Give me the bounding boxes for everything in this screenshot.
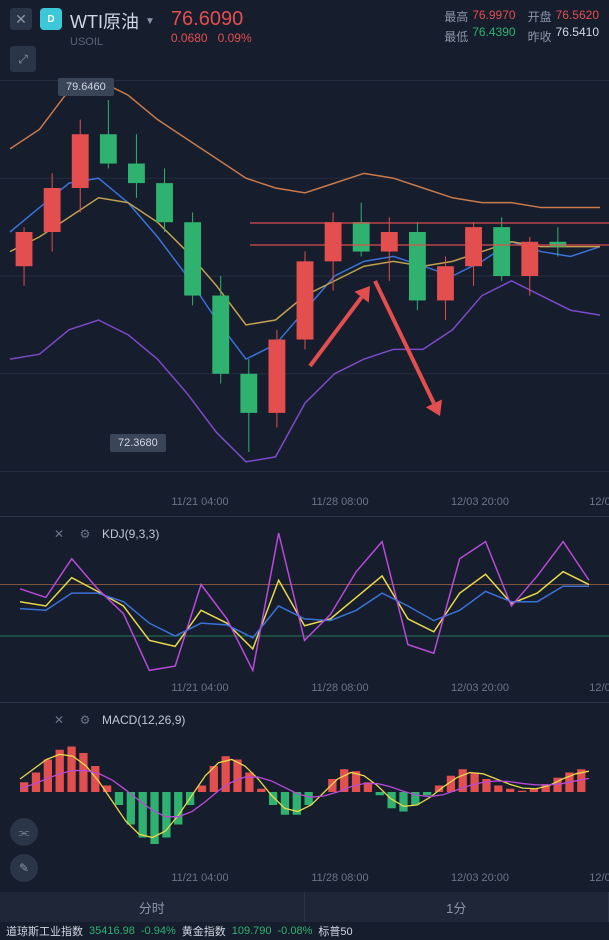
price-block: 76.6090 0.0680 0.09% (171, 8, 252, 45)
ticker-value: 35416.98 (89, 925, 135, 937)
close-button[interactable]: ✕ (10, 8, 32, 30)
kdj-panel[interactable]: ✕ ⚙ KDJ(9,3,3) 11/21 04:0011/28 08:0012/… (0, 516, 609, 702)
ticker-name: 标普50 (318, 923, 352, 939)
annotation-arrow-down (365, 271, 485, 441)
ticker-bar: 道琼斯工业指数 35416.98 -0.94% 黄金指数 109.790 -0.08% 标普… (0, 922, 609, 940)
macd-x-axis: 11/21 04:0011/28 08:0012/03 20:0012/0 (0, 872, 609, 892)
side-toolbar: ⫘ ✎ (10, 818, 38, 882)
low-value: 76.4390 (472, 25, 515, 39)
panel-close-button[interactable]: ✕ (50, 711, 68, 729)
chevron-down-icon[interactable]: ▼ (145, 16, 155, 27)
last-price: 76.6090 (171, 8, 252, 31)
prev-value: 76.5410 (556, 25, 599, 39)
macd-title: MACD(12,26,9) (102, 713, 185, 727)
prev-label: 昨收 (528, 28, 552, 45)
chart-header: ✕ D WTI原油 ▼ USOIL 76.6090 0.0680 0.09% 最… (0, 0, 609, 56)
high-value: 76.9970 (472, 8, 515, 22)
price-change-pct: 0.09% (218, 31, 252, 45)
high-label: 最高 (444, 8, 468, 25)
panel-close-button[interactable]: ✕ (50, 525, 68, 543)
ticker-change: -0.08% (278, 925, 313, 937)
low-label: 最低 (444, 28, 468, 45)
macd-panel[interactable]: ✕ ⚙ MACD(12,26,9) 11/21 04:0011/28 08:00… (0, 702, 609, 892)
kdj-title: KDJ(9,3,3) (102, 527, 159, 541)
ticker-value: 109.790 (232, 925, 272, 937)
symbol-name[interactable]: WTI原油 (70, 8, 139, 34)
symbol-title-block: WTI原油 ▼ USOIL (70, 8, 155, 48)
price-change: 0.0680 (171, 31, 208, 45)
ohlc-block: 最高 最低 76.9970 76.4390 开盘 昨收 76.5620 76.5… (444, 8, 599, 45)
high-price-tag: 79.6460 (58, 78, 114, 96)
kdj-x-axis: 11/21 04:0011/28 08:0012/03 20:0012/0 (0, 682, 609, 702)
symbol-icon: D (40, 8, 62, 30)
open-value: 76.5620 (556, 8, 599, 22)
main-candlestick-chart[interactable]: 79.6460 72.3680 11/21 04:0011/28 08:0012… (0, 56, 609, 516)
draw-tool-button[interactable]: ✎ (10, 854, 38, 882)
ticker-name: 道琼斯工业指数 (6, 923, 83, 939)
open-label: 开盘 (528, 8, 552, 25)
panel-settings-button[interactable]: ⚙ (76, 711, 94, 729)
low-price-tag: 72.3680 (110, 434, 166, 452)
timeframe-分时[interactable]: 分时 (0, 892, 305, 922)
main-x-axis: 11/21 04:0011/28 08:0012/03 20:0012/0 (0, 496, 609, 516)
ticker-change: -0.94% (141, 925, 176, 937)
symbol-code: USOIL (70, 36, 155, 48)
resistance-line (250, 222, 609, 224)
timeframe-1分[interactable]: 1分 (305, 892, 609, 922)
timeframe-bar: 分时1分 (0, 892, 609, 922)
indicator-tool-button[interactable]: ⫘ (10, 818, 38, 846)
panel-settings-button[interactable]: ⚙ (76, 525, 94, 543)
ticker-name: 黄金指数 (182, 923, 226, 939)
resistance-line-2 (250, 244, 609, 246)
